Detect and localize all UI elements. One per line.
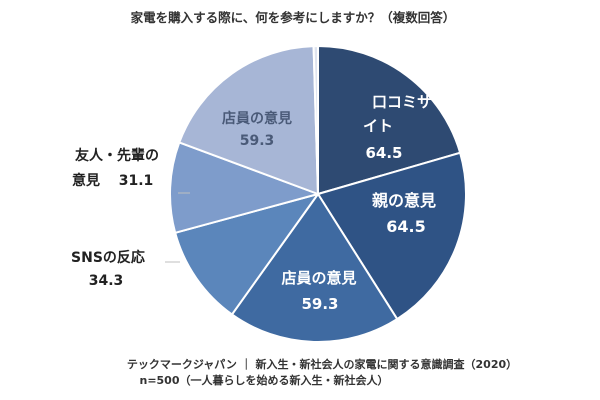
label-sns-line1: SNSの反応 — [71, 249, 145, 266]
label-sns-value: 34.3 — [89, 273, 124, 289]
label-clerk-top-value: 59.3 — [240, 133, 275, 149]
source-line-1: テックマークジャパン ｜ 新入生・新社会人の家電に関する意識調査（2020） — [127, 357, 517, 371]
source-line-2: n=500（一人暮らしを始める新入生・新社会人） — [139, 373, 388, 387]
pie-slice-6 — [312, 44, 319, 195]
pie-slice-0 — [317, 44, 462, 196]
label-parents-value: 64.5 — [386, 217, 425, 236]
label-clerk-top-line1: 店員の意見 — [222, 110, 292, 127]
label-clerk-bottom-line1: 店員の意見 — [281, 269, 356, 287]
label-friends-line1: 友人・先輩の — [75, 147, 159, 164]
label-parents-line1: 親の意見 — [372, 191, 436, 210]
label-friends-value: 31.1 — [119, 173, 154, 189]
label-clerk-bottom-value: 59.3 — [301, 295, 338, 313]
pie-slice-1 — [316, 151, 467, 321]
pie-slice-4 — [169, 141, 322, 235]
pie-slices — [169, 44, 467, 343]
label-kuchikomi-line2: イト — [363, 117, 393, 135]
chart-title: 家電を購入する際に、何を参考にしますか？（複数回答） — [131, 10, 456, 25]
label-friends-line2: 意見 — [72, 172, 100, 189]
label-kuchikomi-value: 64.5 — [365, 144, 402, 162]
pie-slice-2 — [230, 192, 399, 343]
label-kuchikomi-line1: 口コミサ — [372, 93, 432, 111]
pie-slice-5 — [178, 45, 320, 196]
